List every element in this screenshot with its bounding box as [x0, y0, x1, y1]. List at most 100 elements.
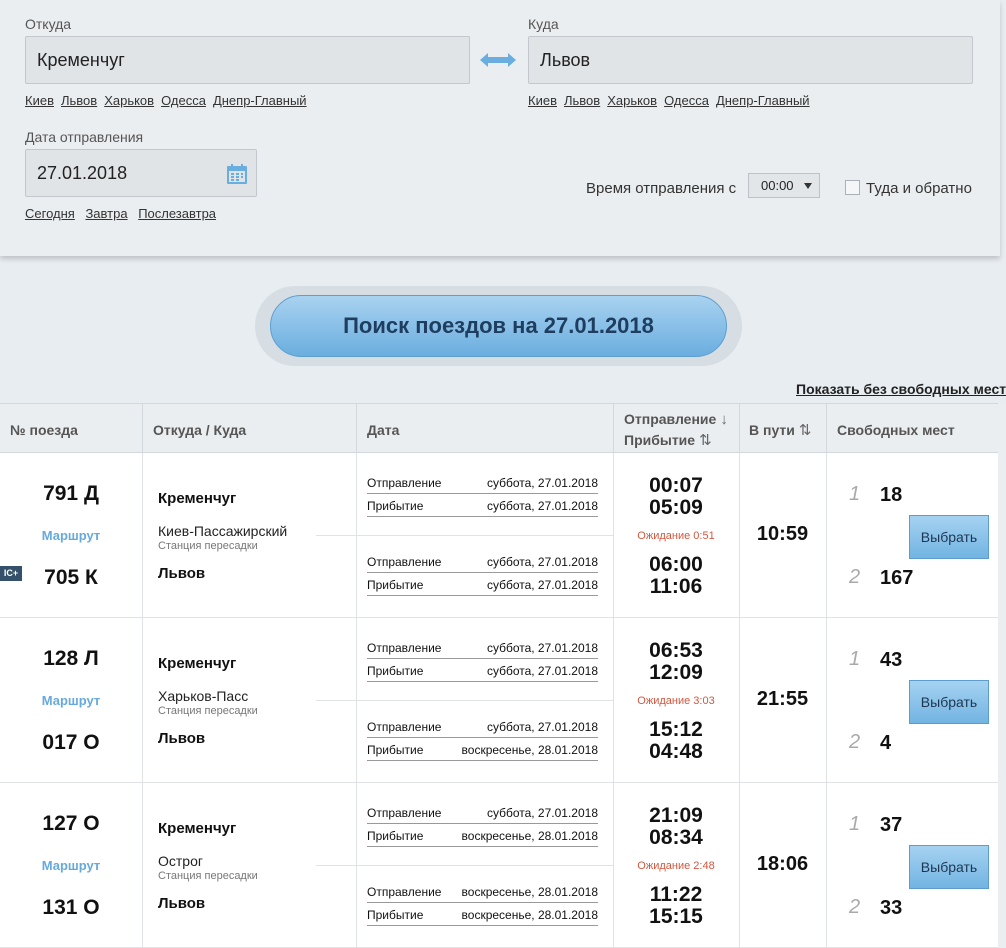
calendar-icon[interactable] [226, 163, 248, 185]
date-line: Отправление суббота, 27.01.2018 [367, 640, 598, 659]
header-departure[interactable]: Отправление ↓ [624, 411, 728, 428]
departure-time-label: Время отправления с [586, 180, 737, 197]
departure-time-value: 00:00 [761, 178, 794, 193]
swap-arrows-icon[interactable] [479, 51, 517, 69]
arrival-time: 11:06 [649, 575, 703, 598]
select-button[interactable]: Выбрать [909, 680, 989, 724]
sort-icon[interactable]: ⇅ [699, 432, 712, 449]
quick-from-link[interactable]: Харьков [104, 93, 155, 108]
column-divider [142, 618, 143, 783]
departure-time-select[interactable]: 00:00 [748, 173, 820, 198]
wait-time: Ожидание 2:48 [637, 860, 715, 872]
train-number[interactable]: 127 О [42, 812, 100, 835]
header-arrival[interactable]: Прибытие ⇅ [624, 431, 712, 449]
chevron-down-icon [804, 183, 812, 189]
quick-from-link[interactable]: Одесса [161, 93, 206, 108]
header-divider [739, 404, 740, 454]
date-line: Отправление суббота, 27.01.2018 [367, 719, 598, 738]
date-line-value: суббота, 27.01.2018 [486, 720, 598, 734]
quick-to-link[interactable]: Днепр-Главный [715, 93, 810, 108]
row-divider [316, 865, 613, 866]
route-link[interactable]: Маршрут [41, 693, 101, 708]
column-divider [613, 783, 614, 948]
travel-duration: 18:06 [756, 853, 809, 875]
roundtrip-checkbox[interactable] [845, 180, 860, 195]
seat-class: 1 [849, 648, 861, 670]
date-line-value: суббота, 27.01.2018 [486, 476, 598, 490]
select-button[interactable]: Выбрать [909, 845, 989, 889]
route-link[interactable]: Маршрут [41, 858, 101, 873]
header-train[interactable]: № поезда [10, 422, 78, 438]
search-form-panel: Откуда Кременчуг Киев Львов Харьков Одесса Д… [0, 0, 1000, 256]
header-departure-label: Отправление [624, 411, 717, 427]
quick-to-link[interactable]: Харьков [607, 93, 658, 108]
transfer-caption: Станция пересадки [158, 870, 258, 882]
column-divider [826, 783, 827, 948]
show-without-seats-link[interactable]: Показать без свободных мест [796, 381, 1006, 397]
header-seats: Свободных мест [837, 422, 955, 438]
column-divider [739, 618, 740, 783]
header-route: Откуда / Куда [153, 422, 247, 438]
departure-time: 15:12 [649, 718, 703, 741]
header-travel-time[interactable]: В пути ⇅ [749, 421, 811, 439]
date-line-label: Отправление [367, 641, 442, 655]
header-divider [826, 404, 827, 454]
header-arrival-label: Прибытие [624, 432, 696, 448]
search-trains-button[interactable]: Поиск поездов на 27.01.2018 [270, 295, 727, 357]
header-divider [613, 404, 614, 454]
departure-time: 06:00 [649, 553, 703, 576]
date-line-value: воскресенье, 28.01.2018 [461, 908, 598, 922]
seat-class: 2 [849, 566, 861, 588]
roundtrip-label[interactable]: Туда и обратно [866, 180, 972, 197]
quick-from-link[interactable]: Днепр-Главный [212, 93, 307, 108]
date-line: Прибытие суббота, 27.01.2018 [367, 577, 598, 596]
table-row: 128 Л Маршрут 017 О Кременчуг Харьков-Па… [0, 618, 1006, 783]
sort-down-icon[interactable]: ↓ [720, 411, 728, 428]
station-from: Кременчуг [158, 820, 237, 837]
quick-date-link[interactable]: Завтра [85, 206, 128, 221]
station-to: Львов [158, 730, 206, 747]
route-link[interactable]: Маршрут [41, 528, 101, 543]
wait-time: Ожидание 0:51 [637, 530, 715, 542]
quick-date-link[interactable]: Послезавтра [138, 206, 217, 221]
quick-date-link[interactable]: Сегодня [25, 206, 75, 221]
row-divider [316, 700, 613, 701]
quick-from-link[interactable]: Львов [60, 93, 98, 108]
date-line-value: суббота, 27.01.2018 [486, 641, 598, 655]
station-to: Львов [158, 895, 206, 912]
quick-from-link[interactable]: Киев [25, 93, 54, 108]
to-input[interactable]: Львов [528, 36, 973, 84]
search-button-wrap: Поиск поездов на 27.01.2018 [255, 286, 742, 366]
column-divider [739, 783, 740, 948]
quick-date-links: Сегодня Завтра Послезавтра [25, 206, 223, 221]
quick-from-links: Киев Львов Харьков Одесса Днепр-Главный [25, 93, 314, 108]
date-line-value: суббота, 27.01.2018 [486, 806, 598, 820]
train-number[interactable]: 791 Д [43, 482, 99, 505]
station-transfer: Харьков-Пасс [158, 688, 249, 704]
seat-class: 2 [849, 731, 861, 753]
date-line-value: суббота, 27.01.2018 [486, 664, 598, 678]
seat-count: 33 [880, 897, 903, 919]
date-line: Прибытие воскресенье, 28.01.2018 [367, 828, 598, 847]
from-input[interactable]: Кременчуг [25, 36, 470, 84]
date-label: Дата отправления [25, 129, 144, 145]
date-line-label: Отправление [367, 806, 442, 820]
intercity-badge: IC+ [0, 566, 22, 581]
train-number[interactable]: 705 К [44, 566, 98, 589]
select-button[interactable]: Выбрать [909, 515, 989, 559]
sort-icon[interactable]: ⇅ [798, 422, 812, 439]
date-input[interactable]: 27.01.2018 [25, 149, 257, 197]
train-number[interactable]: 131 О [42, 896, 100, 919]
quick-to-link[interactable]: Одесса [664, 93, 709, 108]
quick-to-link[interactable]: Львов [563, 93, 601, 108]
trains-table: № поезда Откуда / Куда Дата Отправление ↓… [0, 403, 1006, 948]
seat-count: 37 [880, 814, 903, 836]
train-number[interactable]: 017 О [42, 731, 100, 754]
header-divider [356, 404, 357, 454]
date-line-value: воскресенье, 28.01.2018 [461, 743, 598, 757]
arrival-time: 04:48 [649, 740, 703, 763]
train-number[interactable]: 128 Л [43, 647, 99, 670]
quick-to-link[interactable]: Киев [528, 93, 557, 108]
row-divider [316, 535, 613, 536]
departure-time: 06:53 [649, 639, 703, 662]
